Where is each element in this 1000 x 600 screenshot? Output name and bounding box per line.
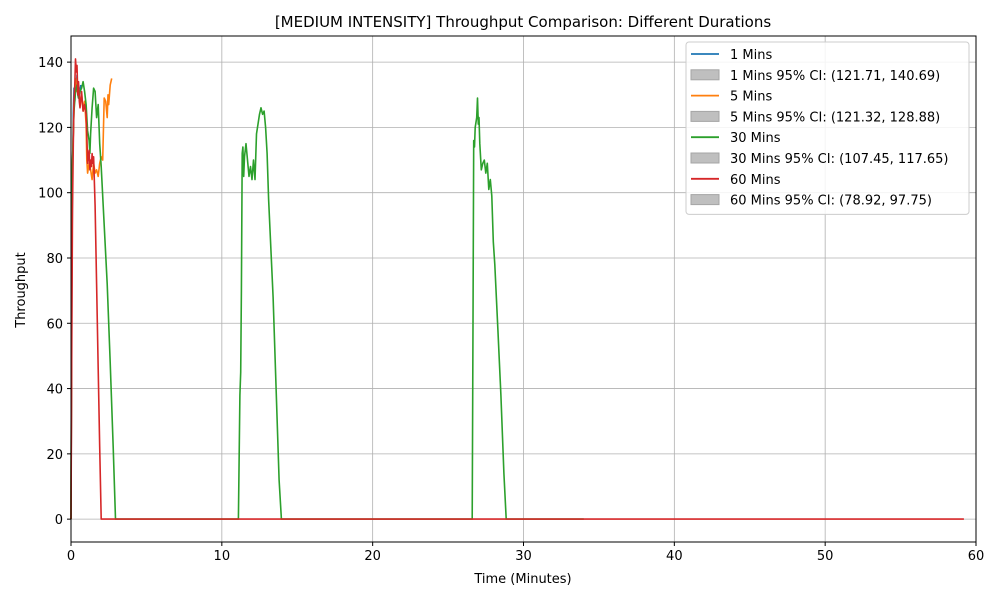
series-line-60-mins (70, 58, 964, 520)
y-tick-label: 80 (46, 252, 63, 267)
y-tick-label: 20 (46, 448, 63, 463)
series-line-5-mins (70, 77, 113, 520)
legend-label: 1 Mins (730, 48, 772, 63)
x-axis-ticks: 0 10 20 30 40 50 60 (67, 542, 984, 564)
y-tick-label: 40 (46, 383, 63, 398)
legend: 1 Mins 1 Mins 95% CI: (121.71, 140.69) 5 M… (685, 41, 970, 215)
x-tick-label: 40 (666, 549, 683, 564)
plot-area (70, 58, 964, 520)
chart-title: [MEDIUM INTENSITY] Throughput Comparison… (275, 13, 772, 31)
legend-ci-swatch (690, 194, 720, 206)
y-tick-label: 140 (38, 56, 63, 71)
y-axis-label: Throughput (14, 252, 29, 329)
x-axis-label: Time (Minutes) (473, 572, 571, 587)
legend-label: 30 Mins (730, 131, 781, 146)
x-tick-label: 50 (817, 549, 834, 564)
series-line-30-mins (70, 80, 584, 520)
legend-box (685, 41, 970, 215)
legend-ci-swatch (690, 110, 720, 122)
y-tick-label: 0 (55, 513, 63, 528)
legend-label: 60 Mins 95% CI: (78.92, 97.75) (730, 194, 932, 209)
y-axis-ticks: 0 20 40 60 80 100 120 140 (38, 56, 71, 528)
legend-ci-swatch (690, 69, 720, 81)
legend-label: 1 Mins 95% CI: (121.71, 140.69) (730, 69, 940, 84)
legend-label: 60 Mins (730, 173, 781, 188)
y-tick-label: 120 (38, 121, 63, 136)
x-tick-label: 20 (364, 549, 381, 564)
legend-label: 5 Mins (730, 90, 772, 105)
y-tick-label: 100 (38, 187, 63, 202)
x-tick-label: 30 (515, 549, 532, 564)
legend-ci-swatch (690, 152, 720, 164)
x-tick-label: 0 (67, 549, 75, 564)
x-tick-label: 60 (968, 549, 985, 564)
x-tick-label: 10 (214, 549, 231, 564)
legend-label: 30 Mins 95% CI: (107.45, 117.65) (730, 152, 948, 167)
y-tick-label: 60 (46, 317, 63, 332)
legend-label: 5 Mins 95% CI: (121.32, 128.88) (730, 110, 940, 125)
